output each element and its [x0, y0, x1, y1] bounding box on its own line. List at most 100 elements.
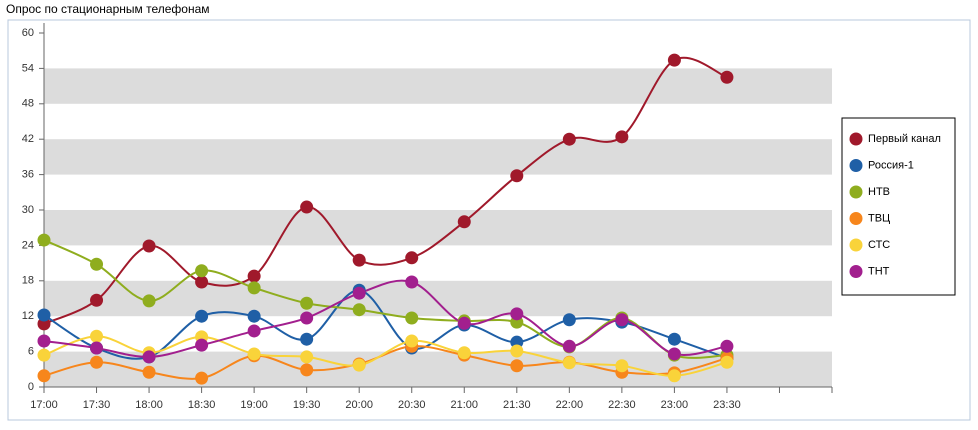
grid-band [44, 139, 832, 175]
point [562, 356, 576, 370]
chart-title: Опрос по стационарным телефонам [6, 2, 210, 16]
x-tick-label: 21:30 [503, 399, 531, 411]
point [720, 339, 734, 353]
point [142, 365, 156, 379]
y-tick-label: 36 [22, 169, 34, 181]
y-tick-label: 48 [22, 98, 34, 110]
point [510, 307, 524, 321]
point [37, 233, 51, 247]
point [247, 324, 261, 338]
point [300, 311, 314, 325]
point [195, 371, 209, 385]
x-tick-label: 18:00 [135, 399, 163, 411]
y-tick-label: 30 [22, 204, 34, 216]
point [195, 338, 209, 352]
y-tick-label: 6 [28, 346, 34, 358]
point [405, 334, 419, 348]
x-tick-label: 17:00 [30, 399, 58, 411]
grid-band [44, 280, 832, 317]
point [562, 339, 576, 353]
y-tick-label: 12 [22, 310, 34, 322]
point [142, 350, 156, 364]
point [90, 341, 104, 355]
point [300, 350, 314, 364]
x-tick-label: 20:30 [398, 399, 426, 411]
y-tick-label: 54 [22, 62, 34, 74]
point [352, 358, 366, 372]
point [667, 369, 681, 383]
point [37, 308, 51, 322]
point [247, 269, 261, 283]
x-tick-label: 23:30 [713, 399, 741, 411]
point [667, 53, 681, 67]
point [615, 130, 629, 144]
point [405, 251, 419, 265]
point [352, 253, 366, 267]
point [667, 332, 681, 346]
point [457, 215, 471, 229]
legend-label: Первый канал [868, 133, 941, 145]
legend-label: Россия-1 [868, 159, 914, 171]
point [90, 355, 104, 369]
legend-marker [849, 212, 863, 225]
point [562, 313, 576, 327]
point [247, 347, 261, 361]
x-tick-label: 23:00 [661, 399, 689, 411]
y-tick-label: 42 [22, 133, 34, 145]
point [90, 329, 104, 343]
point [247, 281, 261, 295]
legend-label: НТВ [868, 186, 890, 198]
y-tick-label: 0 [28, 381, 34, 393]
point [405, 275, 419, 289]
point [90, 293, 104, 307]
x-tick-label: 22:00 [556, 399, 584, 411]
legend-label: СТС [868, 239, 890, 251]
point [300, 363, 314, 377]
y-tick-label: 24 [22, 239, 34, 251]
point [195, 264, 209, 278]
y-tick-label: 18 [22, 275, 34, 287]
point [300, 332, 314, 346]
grid-band [44, 210, 832, 246]
point [300, 200, 314, 214]
x-tick-label: 18:30 [188, 399, 216, 411]
point [37, 334, 51, 348]
legend-marker [849, 185, 863, 199]
point [300, 296, 314, 310]
point [720, 355, 734, 369]
legend-marker [849, 238, 863, 252]
legend-label: ТВЦ [868, 212, 890, 224]
point [615, 359, 629, 373]
x-tick-label: 19:30 [293, 399, 321, 411]
point [457, 346, 471, 360]
legend-marker [849, 132, 863, 146]
legend-marker [849, 265, 863, 278]
point [457, 316, 471, 330]
grid-band [44, 68, 832, 104]
x-tick-label: 21:00 [451, 399, 479, 411]
point [142, 294, 156, 308]
point [510, 359, 524, 373]
legend [841, 117, 956, 296]
point [562, 132, 576, 146]
point [195, 309, 209, 323]
point [247, 309, 261, 323]
x-tick-label: 22:30 [608, 399, 636, 411]
legend-marker [849, 159, 863, 172]
y-tick-label: 60 [22, 27, 34, 39]
legend-label: ТНТ [868, 265, 890, 277]
x-tick-label: 19:00 [240, 399, 268, 411]
point [142, 239, 156, 253]
point [720, 70, 734, 84]
point [510, 169, 524, 183]
point [667, 347, 681, 361]
x-tick-label: 20:00 [345, 399, 373, 411]
point [615, 313, 629, 327]
point [37, 348, 51, 362]
point [510, 344, 524, 358]
point [37, 369, 51, 383]
x-tick-label: 17:30 [83, 399, 111, 411]
point [90, 257, 104, 271]
point [195, 275, 209, 289]
point [352, 286, 366, 300]
